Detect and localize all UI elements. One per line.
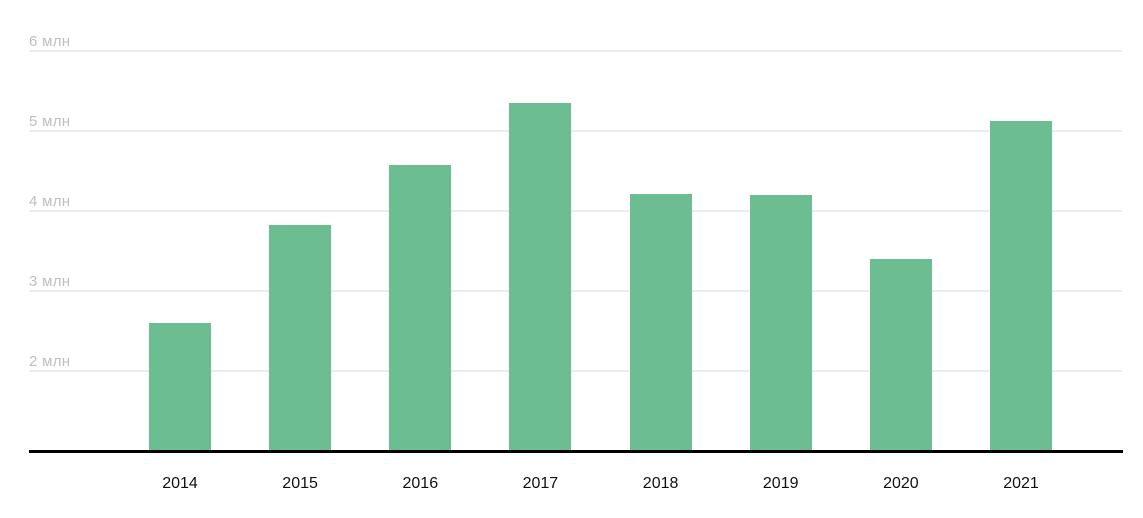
y-tick-label: 4 млн (29, 193, 71, 210)
x-tick-label: 2016 (402, 475, 439, 492)
bar-2021 (990, 120, 1052, 451)
bar-2014 (149, 323, 211, 451)
y-tick-label: 5 млн (29, 113, 71, 130)
x-tick-label: 2020 (883, 475, 919, 492)
bar-2018 (629, 194, 692, 451)
gridline (29, 210, 1122, 212)
gridline (29, 50, 1122, 52)
y-tick-label: 3 млн (29, 273, 71, 290)
x-tick-label: 2017 (522, 475, 559, 492)
gridline (29, 370, 1122, 372)
bar-2020 (869, 259, 932, 451)
y-tick-label: 6 млн (29, 33, 71, 50)
y-tick-label: 2 млн (29, 353, 71, 370)
bar-2017 (509, 103, 572, 451)
gridline (29, 290, 1122, 292)
gridline (29, 130, 1122, 132)
x-tick-label: 2018 (642, 475, 679, 492)
x-tick-label: 2019 (762, 475, 799, 492)
bar-2015 (269, 225, 332, 451)
bar-2016 (389, 165, 452, 451)
bar-2019 (749, 195, 812, 451)
x-tick-label: 2021 (1003, 475, 1039, 492)
x-axis-line (29, 450, 1123, 453)
x-tick-label: 2015 (282, 475, 318, 492)
x-tick-label: 2014 (162, 475, 198, 492)
